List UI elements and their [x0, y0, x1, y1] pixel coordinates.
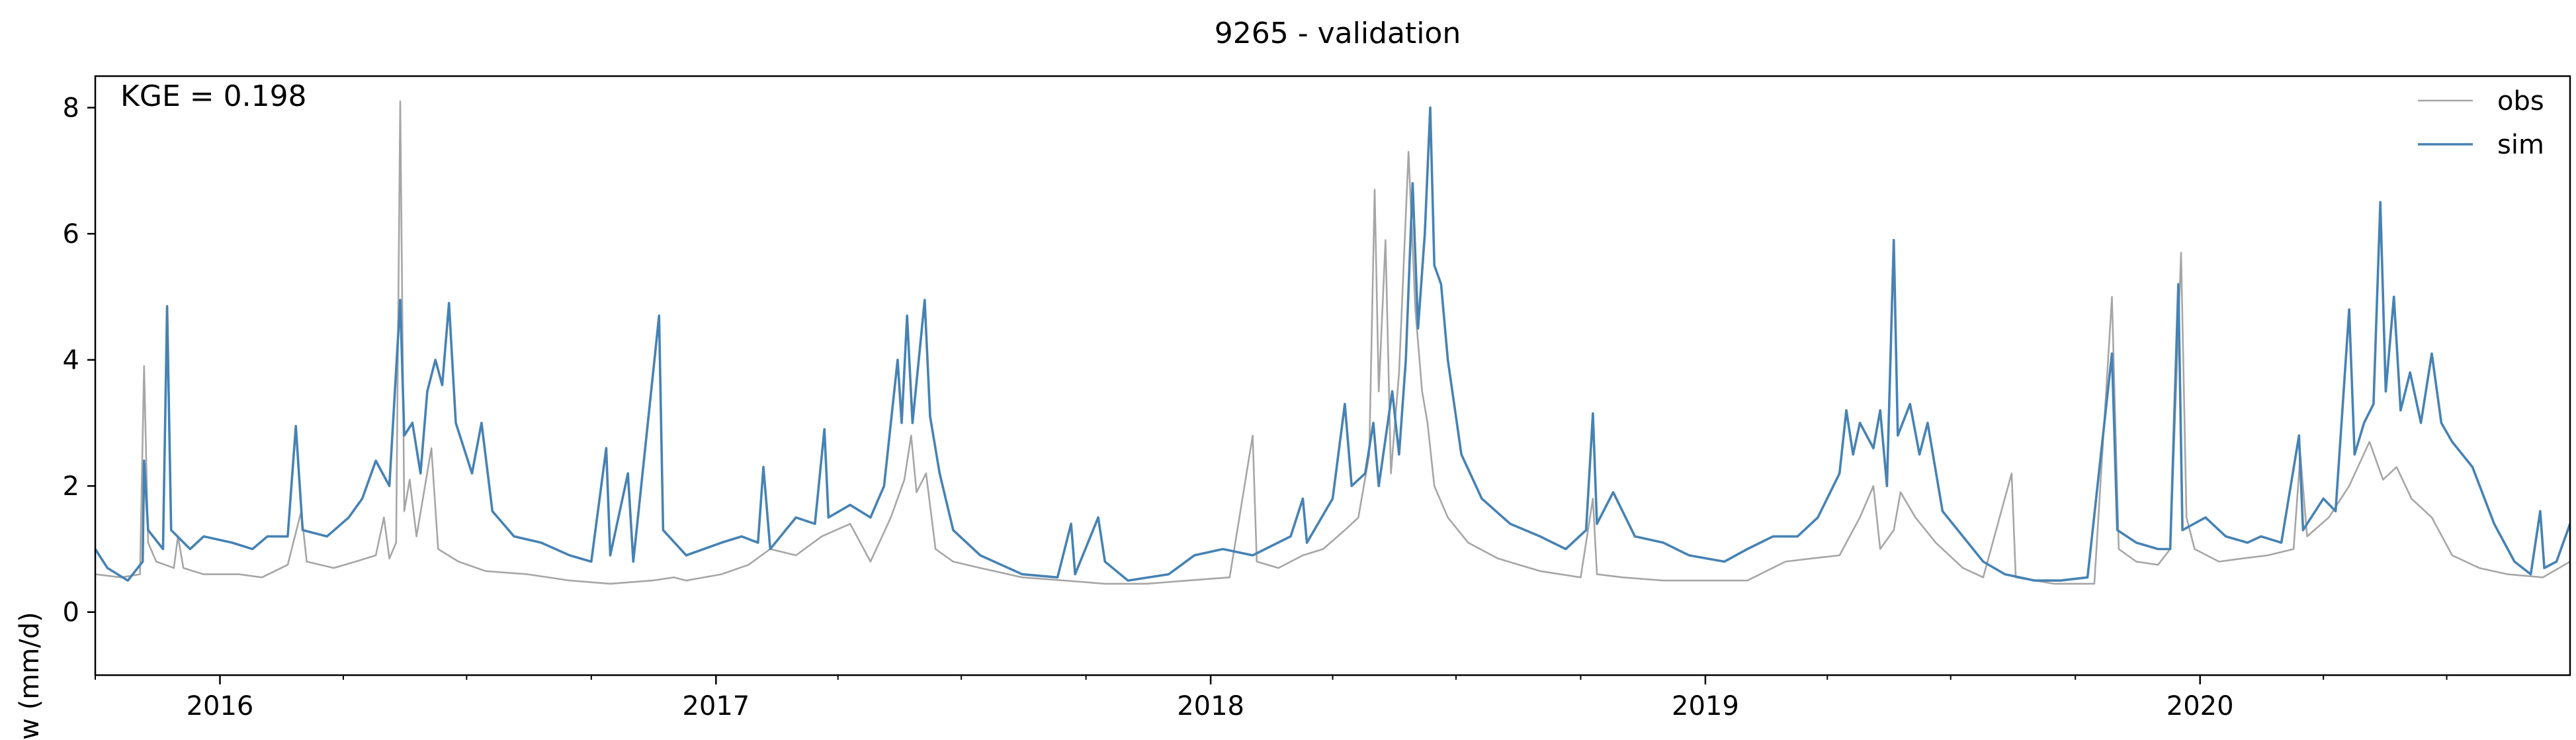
legend-label-sim: sim [2497, 130, 2544, 160]
legend-label-obs: obs [2497, 86, 2544, 116]
series-sim-line [95, 106, 2570, 582]
x-tick-label: 2017 [682, 691, 750, 721]
plot-area [95, 100, 2570, 585]
x-tick-label: 2018 [1177, 691, 1244, 721]
x-axis: 2016 2017 2018 2019 2020 [95, 675, 2448, 721]
chart-title: 9265 - validation [1215, 17, 1461, 50]
y-tick-label: 4 [63, 346, 79, 376]
y-axis-label: streamflow (mm/d) [15, 612, 45, 740]
legend: obs sim [2418, 86, 2544, 160]
series-obs-line [95, 100, 2570, 585]
plot-frame [94, 75, 2571, 676]
x-tick-label: 2016 [187, 691, 254, 721]
y-tick-label: 6 [63, 219, 79, 250]
y-tick-label: 8 [63, 93, 79, 124]
y-tick-label: 0 [63, 598, 79, 628]
x-tick-label: 2019 [1672, 691, 1739, 721]
y-tick-label: 2 [63, 471, 79, 502]
y-axis: 0 2 4 6 8 [63, 93, 95, 628]
x-tick-label: 2020 [2167, 691, 2234, 721]
kge-annotation: KGE = 0.198 [120, 79, 307, 113]
